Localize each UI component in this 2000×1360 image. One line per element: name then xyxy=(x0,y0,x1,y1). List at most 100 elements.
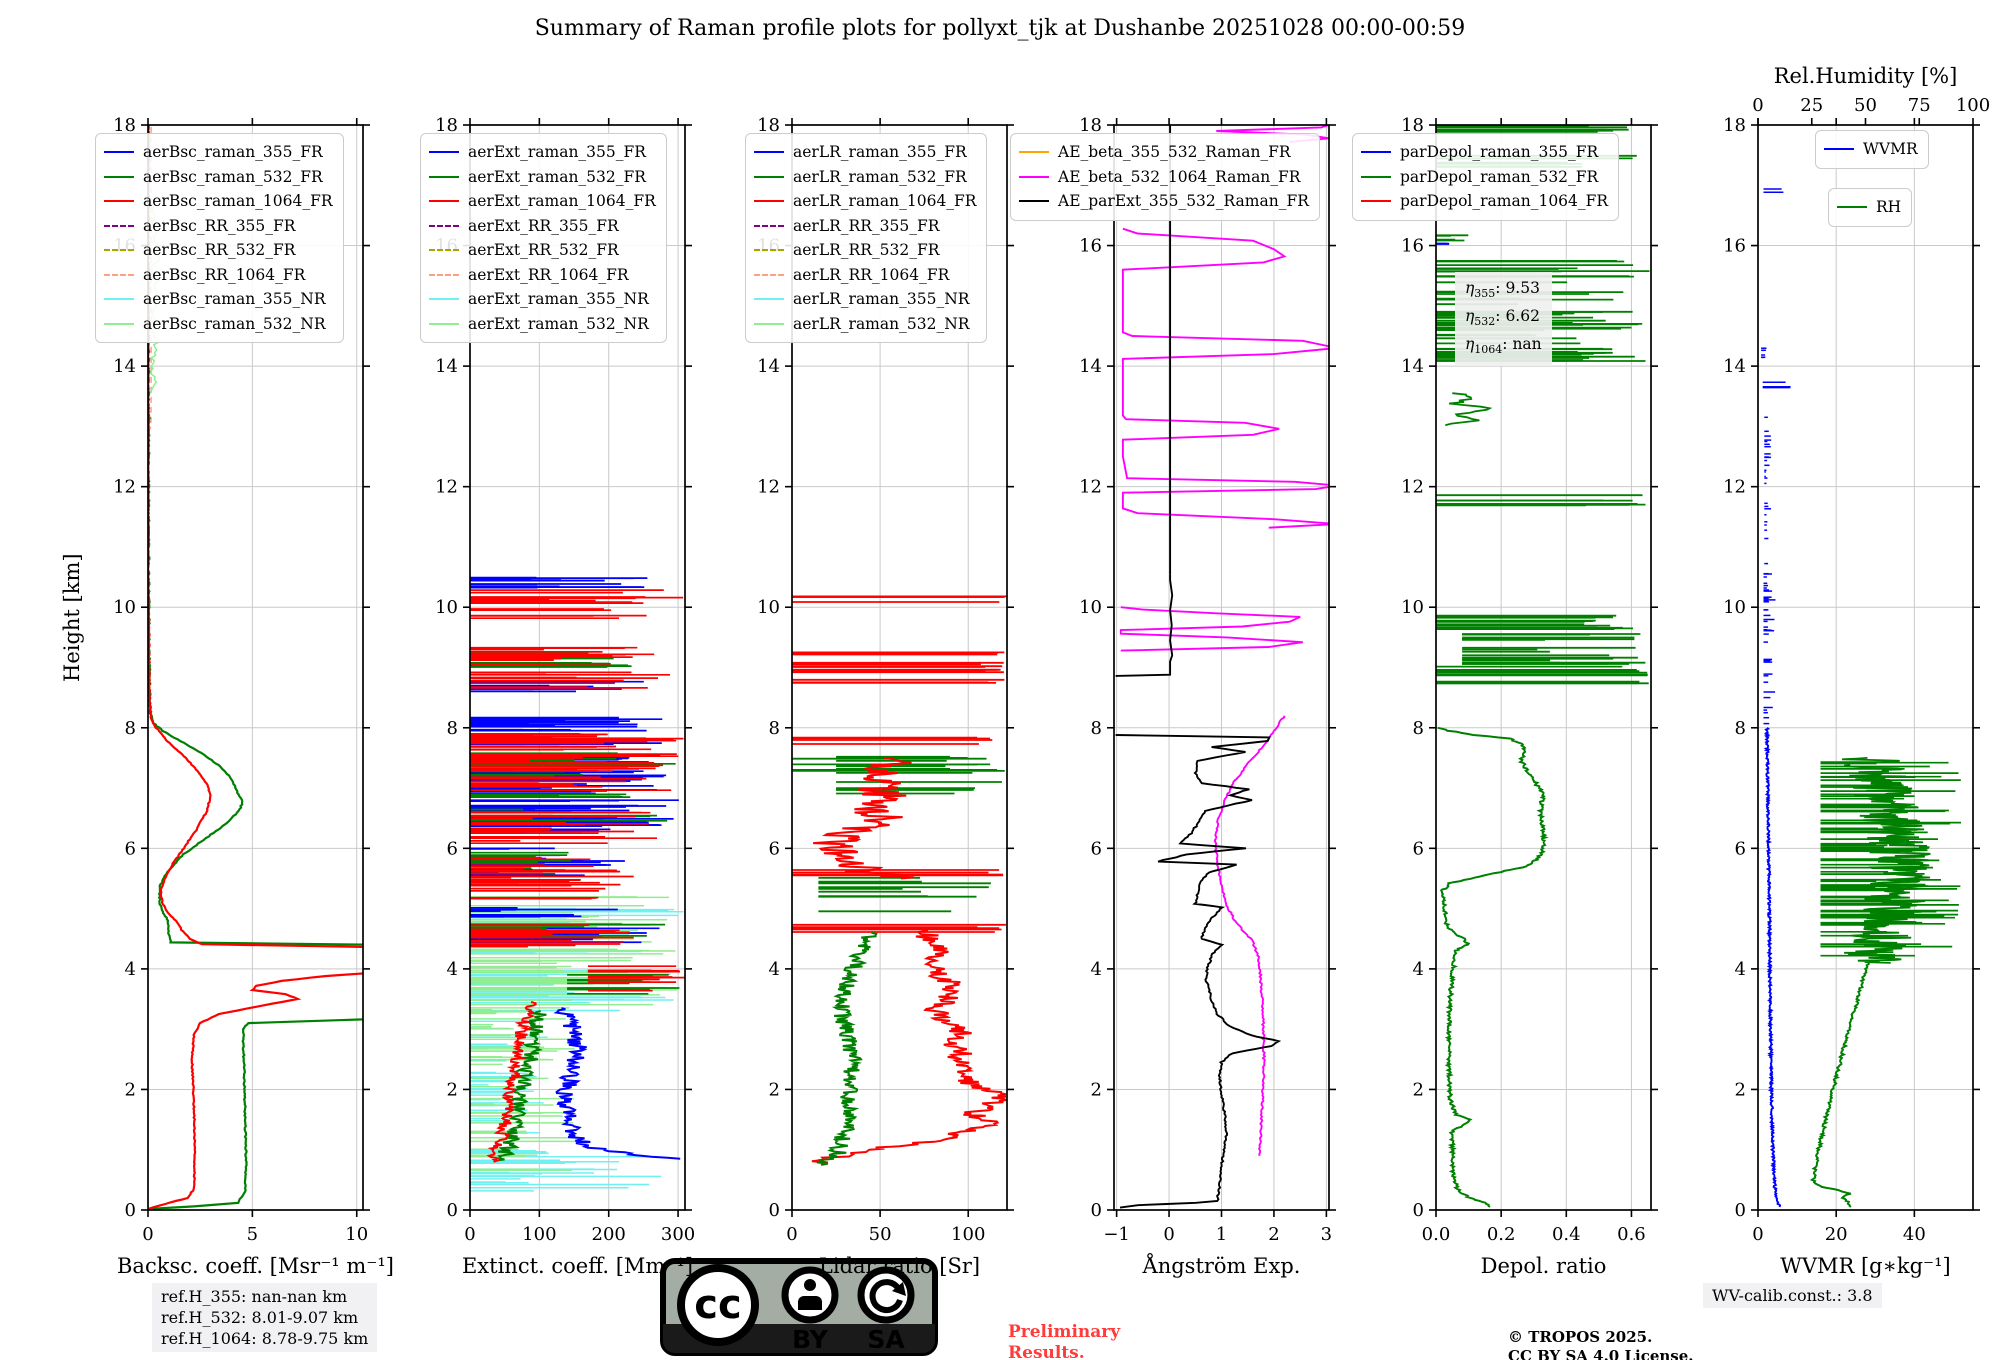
series-aerExt_raman_1064_FR xyxy=(486,1001,537,1163)
x-axis-label: WVMR [g∗kg⁻¹] xyxy=(1780,1254,1951,1278)
y-tick-label: 6 xyxy=(447,838,458,859)
x-tick-label: 100 xyxy=(951,1224,985,1245)
legend-line-sample xyxy=(754,298,784,301)
legend-entry-label: aerLR_raman_1064_FR xyxy=(793,192,977,210)
legend-line-sample xyxy=(104,249,134,252)
legend-entry-label: parDepol_raman_355_FR xyxy=(1400,143,1599,161)
legend-entry-label: aerBsc_raman_355_NR xyxy=(143,290,326,308)
legend-entry-label: aerLR_raman_532_NR xyxy=(793,314,970,333)
y-tick-label: 12 xyxy=(1401,477,1424,498)
legend-entry-label: aerLR_RR_1064_FR xyxy=(793,265,950,284)
x-tick-label: 3 xyxy=(1321,1224,1332,1245)
y-tick-label: 0 xyxy=(125,1200,136,1221)
legend-line-sample xyxy=(754,175,784,178)
legend-line-sample xyxy=(754,151,784,154)
y-tick-label: 18 xyxy=(113,115,136,136)
x-tick-label: 5 xyxy=(247,1224,258,1245)
y-tick-label: 8 xyxy=(447,718,458,739)
legend-entry-label: WVMR xyxy=(1863,140,1918,158)
x-tick-label: 200 xyxy=(592,1224,626,1245)
y-tick-label: 14 xyxy=(757,356,780,377)
annotation-line: η532: 6.62 xyxy=(1465,307,1540,329)
y-tick-label: 10 xyxy=(1401,597,1424,618)
legend-entry-label: aerBsc_RR_1064_FR xyxy=(143,265,306,284)
legend-entry-label: aerExt_RR_1064_FR xyxy=(468,265,629,284)
legend-entry: aerExt_raman_1064_FR xyxy=(429,189,656,214)
x-tick-label: 20 xyxy=(1825,1224,1848,1245)
y-tick-label: 4 xyxy=(447,959,458,980)
legend-entry: aerLR_RR_532_FR xyxy=(754,238,976,263)
panel-frame xyxy=(147,124,364,1211)
y-tick-label: 0 xyxy=(1735,1200,1746,1221)
panel-extinction: 0 100 200 300 Extinct. coeff. [Mm⁻¹] 0 2 4 6 8 10 1… xyxy=(435,115,695,1278)
legend-entry: aerBsc_raman_532_NR xyxy=(104,312,333,337)
y-tick-label: 10 xyxy=(435,597,458,618)
legend-entry: aerExt_raman_532_FR xyxy=(429,165,656,190)
cc-icon xyxy=(677,1264,759,1346)
y-tick-label: 2 xyxy=(769,1079,780,1100)
top-tick-label: 100 xyxy=(1956,95,1990,116)
y-tick-label: 2 xyxy=(125,1079,136,1100)
legend-entry: WVMR xyxy=(1824,137,1918,162)
y-tick-label: 16 xyxy=(1723,236,1746,257)
legend-entry: aerBsc_raman_532_FR xyxy=(104,165,333,190)
wv-calibration-note: WV-calib.const.: 3.8 xyxy=(1703,1283,1882,1308)
x-tick-label: 100 xyxy=(522,1224,556,1245)
y-tick-label: 6 xyxy=(1091,838,1102,859)
legend-entry-label: AE_parExt_355_532_Raman_FR xyxy=(1058,192,1309,210)
y-tick-label: 12 xyxy=(113,477,136,498)
x-tick-label: 0.0 xyxy=(1422,1224,1451,1245)
legend-entry-label: AE_beta_532_1064_Raman_FR xyxy=(1058,167,1301,186)
legend-line-sample xyxy=(1361,151,1391,154)
x-tick-label: 0 xyxy=(142,1224,153,1245)
series-parDepol_raman_532_FR xyxy=(1437,726,1549,1208)
y-tick-label: 12 xyxy=(757,477,780,498)
copyright-note: © TROPOS 2025. CC BY SA 4.0 License. xyxy=(1508,1328,1694,1360)
legend-entry: aerBsc_raman_355_FR xyxy=(104,140,333,165)
top-tick-label: 75 xyxy=(1908,95,1931,116)
legend-line-sample xyxy=(754,273,784,276)
legend-line-sample xyxy=(429,322,459,325)
legend-entry: aerBsc_raman_355_NR xyxy=(104,287,333,312)
legend-line-sample xyxy=(754,249,784,252)
y-tick-label: 18 xyxy=(1723,115,1746,136)
y-tick-label: 0 xyxy=(1413,1200,1424,1221)
top-tick-label: 50 xyxy=(1854,95,1877,116)
y-tick-label: 18 xyxy=(1079,115,1102,136)
y-tick-label: 12 xyxy=(435,477,458,498)
y-tick-label: 18 xyxy=(757,115,780,136)
y-tick-label: 10 xyxy=(113,597,136,618)
y-tick-label: 16 xyxy=(1079,236,1102,257)
y-tick-label: 14 xyxy=(1079,356,1102,377)
annotation-line: η355: 9.53 xyxy=(1465,279,1540,301)
x-axis-label: Backsc. coeff. [Msr⁻¹ m⁻¹] xyxy=(117,1254,394,1278)
y-tick-label: 6 xyxy=(769,838,780,859)
legend-entry: aerExt_raman_355_NR xyxy=(429,287,656,312)
y-tick-label: 8 xyxy=(1735,718,1746,739)
series-aerLR_raman_1064_FR xyxy=(811,928,1007,1166)
page-title: Summary of Raman profile plots for polly… xyxy=(534,16,1466,41)
legend-line-sample xyxy=(104,273,134,276)
reference-height-box: ref.H_355: nan-nan km ref.H_532: 8.01-9.… xyxy=(152,1283,378,1352)
x-axis-label: Extinct. coeff. [Mm⁻¹] xyxy=(462,1254,693,1278)
x-tick-label: 0.2 xyxy=(1487,1224,1516,1245)
legend-line-sample xyxy=(429,200,459,203)
legend-entry-label: aerLR_raman_355_FR xyxy=(793,143,967,161)
legend-entry-label: aerBsc_raman_532_NR xyxy=(143,314,326,333)
y-tick-label: 18 xyxy=(1401,115,1424,136)
legend-line-sample xyxy=(754,224,784,227)
legend-entry: aerBsc_RR_355_FR xyxy=(104,214,333,239)
legend-line-sample xyxy=(104,224,134,227)
y-tick-label: 6 xyxy=(1413,838,1424,859)
preliminary-results-note: Preliminary Results. xyxy=(1008,1322,1121,1360)
legend-entry-label: aerLR_RR_532_FR xyxy=(793,241,940,259)
legend-entry: aerExt_raman_355_FR xyxy=(429,140,656,165)
series-RH_upper xyxy=(1841,757,1931,964)
x-tick-label: −1 xyxy=(1103,1224,1130,1245)
y-tick-label: 14 xyxy=(1401,356,1424,377)
y-tick-label: 10 xyxy=(757,597,780,618)
